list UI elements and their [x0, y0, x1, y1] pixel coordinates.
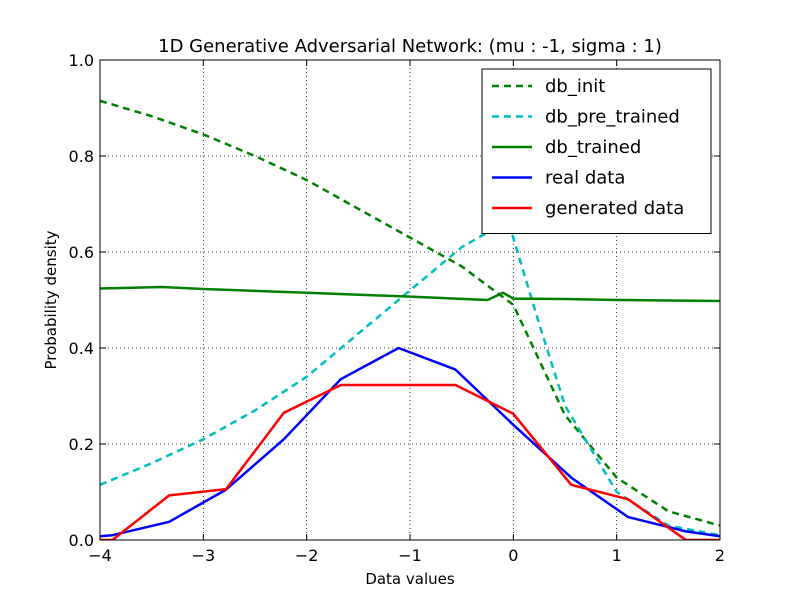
- x-axis-title: Data values: [365, 570, 455, 588]
- y-tick-label: 0.6: [69, 243, 94, 262]
- x-tick-label: 1: [612, 546, 622, 565]
- y-axis-title: Probability density: [42, 230, 60, 369]
- series-line-real-data: [100, 346, 720, 538]
- y-tick-label: 1.0: [69, 51, 94, 70]
- series-line-generated-data: [100, 383, 720, 540]
- x-tick-label: −4: [88, 546, 112, 565]
- legend-label: db_trained: [545, 137, 641, 158]
- series-line-db-init: [100, 99, 720, 527]
- y-tick-label: 0.0: [69, 531, 94, 550]
- x-tick-label: −2: [295, 546, 319, 565]
- series-line-db-pre-trained: [100, 219, 720, 537]
- series-group: [100, 99, 720, 540]
- y-tick-label: 0.2: [69, 435, 94, 454]
- legend-label: db_init: [545, 76, 605, 97]
- x-tick-label: −1: [398, 546, 422, 565]
- ticks: −4 −3 −2 −1 0 1 2 0.0 0.2 0.4 0.6 0.8 1.0: [69, 51, 726, 565]
- legend-box: [481, 68, 712, 234]
- chart-title: 1D Generative Adversarial Network: (mu :…: [158, 36, 662, 57]
- legend-label: generated data: [545, 198, 684, 219]
- y-tick-label: 0.4: [69, 339, 94, 358]
- series-line-db-trained: [100, 285, 720, 303]
- legend-label: db_pre_trained: [545, 107, 680, 128]
- x-tick-label: −3: [192, 546, 216, 565]
- x-tick-label: 0: [508, 546, 518, 565]
- x-tick-label: 2: [715, 546, 725, 565]
- legend-label: real data: [545, 168, 625, 189]
- y-tick-label: 0.8: [69, 147, 94, 166]
